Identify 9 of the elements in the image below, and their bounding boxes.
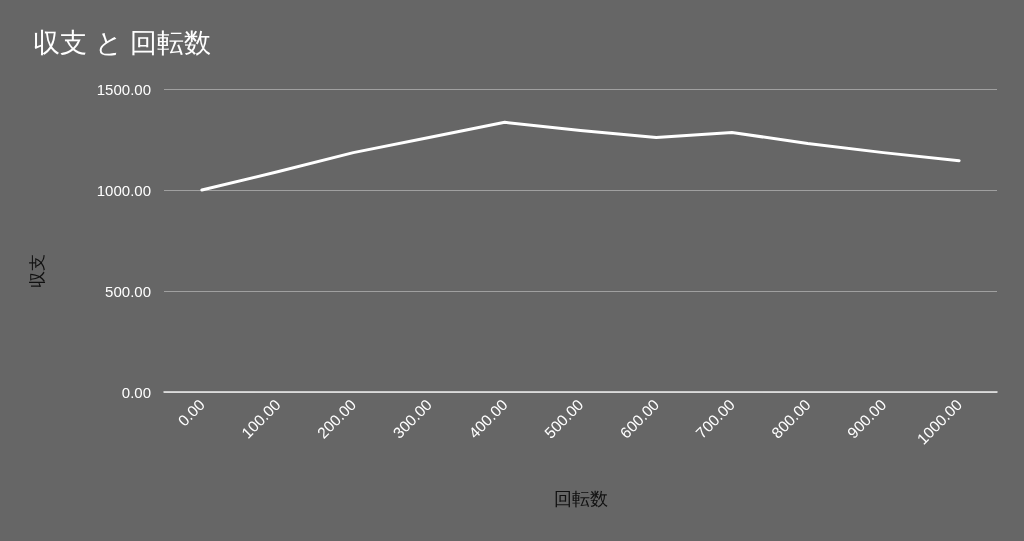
y-tick-label: 1500.00 [96, 80, 151, 98]
x-tick-label: 0.00 [174, 395, 208, 430]
x-axis-title: 回転数 [553, 489, 608, 509]
line-series [200, 120, 961, 192]
y-axis-title: 収支 [28, 253, 47, 288]
y-tick-label: 500.00 [105, 282, 151, 300]
y-tick-label: 0.00 [121, 383, 151, 401]
chart-title: 収支 と 回転数 [33, 27, 212, 58]
y-tick-label: 1000.00 [96, 181, 151, 199]
